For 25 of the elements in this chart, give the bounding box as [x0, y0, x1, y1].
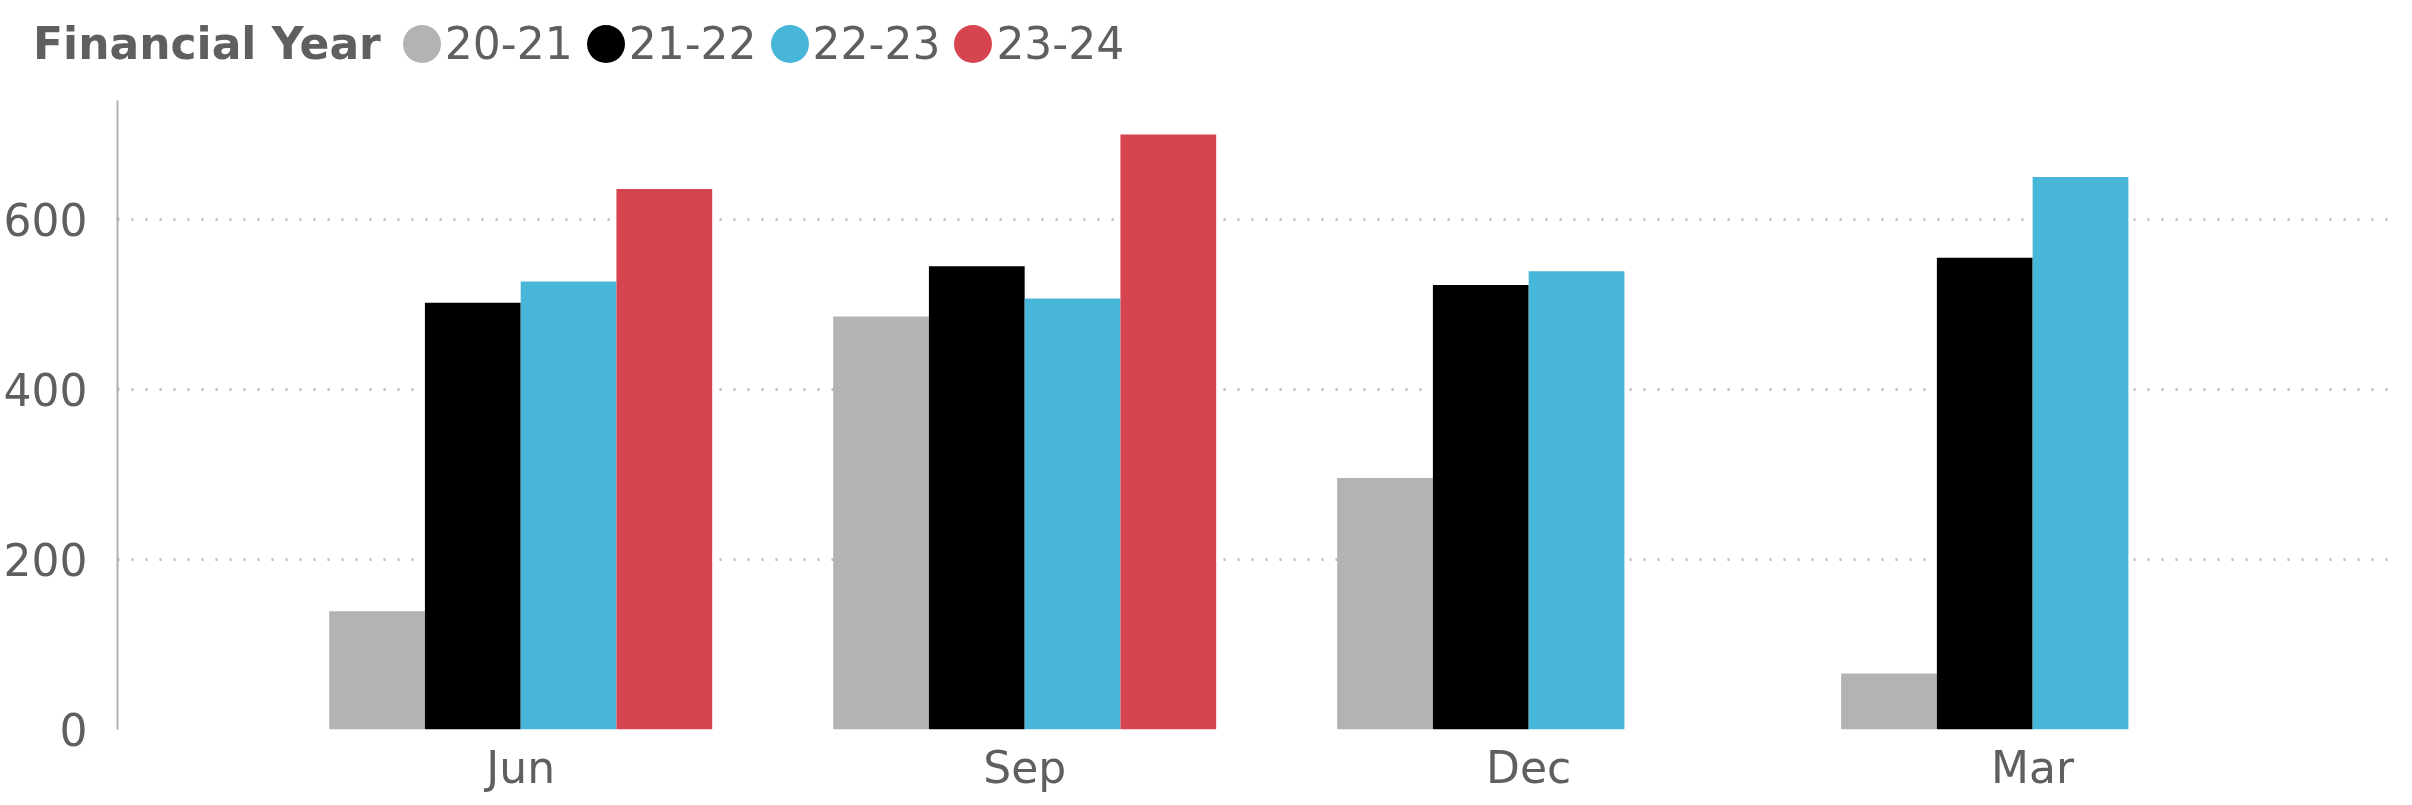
bar	[1528, 271, 1625, 730]
y-tick-label: 400	[3, 365, 88, 416]
x-tick-label: Dec	[1486, 741, 1572, 793]
legend-title: Financial Year	[33, 17, 381, 71]
bar	[1120, 134, 1217, 730]
legend-label: 20-21	[444, 17, 573, 71]
bar	[1024, 298, 1121, 730]
bar	[1432, 284, 1529, 730]
y-tick-label: 0	[59, 705, 88, 756]
x-tick-label: Sep	[983, 741, 1067, 793]
legend-label: 22-23	[812, 17, 941, 71]
bar	[1936, 257, 2033, 730]
x-tick-label: Jun	[483, 741, 556, 793]
x-tick-label: Mar	[1991, 741, 2076, 793]
y-tick-label: 200	[3, 535, 88, 586]
bar	[928, 266, 1025, 730]
legend-label: 21-22	[628, 17, 757, 71]
bar	[329, 611, 425, 730]
legend-label: 23-24	[996, 17, 1125, 71]
bar	[616, 188, 713, 730]
bar	[424, 302, 521, 730]
bar	[520, 281, 617, 730]
bar	[2032, 177, 2129, 730]
y-tick-label: 600	[3, 195, 88, 246]
bar	[1841, 673, 1937, 730]
